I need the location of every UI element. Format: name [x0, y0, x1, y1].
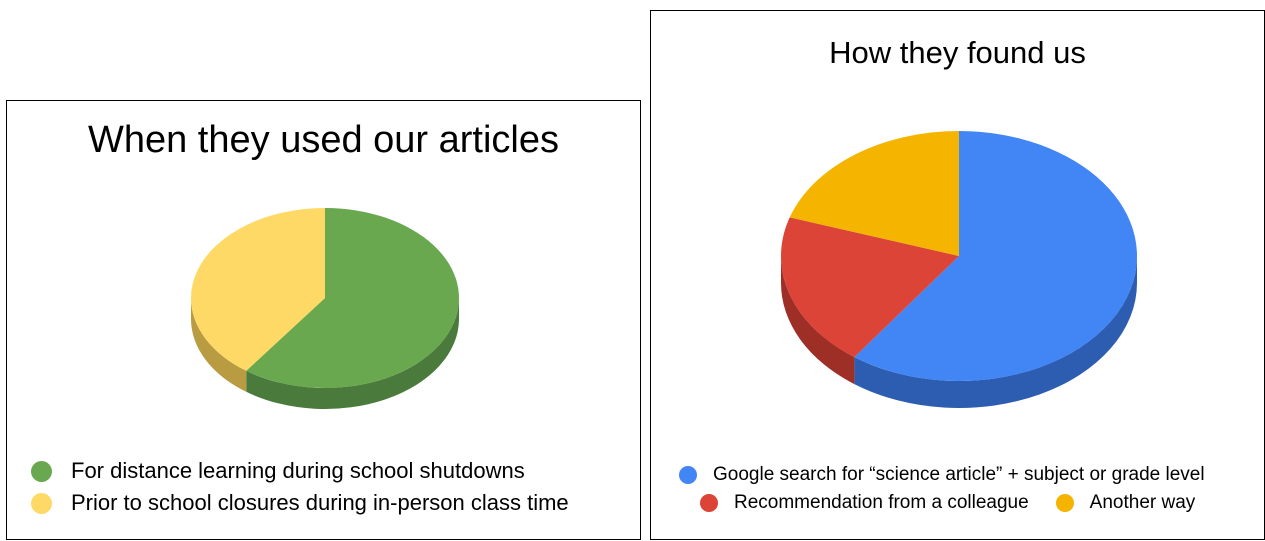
legend-item-another-way: Another way	[1055, 492, 1196, 514]
pie-slice-2	[789, 131, 959, 256]
pie-slice-1	[781, 217, 959, 358]
legend-swatch-distance-learning	[31, 460, 52, 482]
legend-label: Google search for “science article” + su…	[713, 464, 1205, 485]
pie-slice-side-0	[854, 256, 1137, 409]
legend-label: Prior to school closures during in-perso…	[71, 490, 569, 515]
legend-label: Recommendation from a colleague	[734, 492, 1029, 513]
legend-item-google-search: Google search for “science article” + su…	[679, 464, 1205, 486]
pie-slice-side-1	[191, 298, 247, 392]
legend-swatch-colleague	[700, 494, 718, 512]
legend-swatch-prior-to-closures	[31, 492, 52, 514]
legend-label: For distance learning during school shut…	[71, 458, 525, 483]
chart-panel-usage: When they used our articles For distance…	[6, 100, 641, 540]
pie-slice-1	[190, 208, 325, 371]
pie-chart-discovery	[781, 131, 1137, 409]
pie-chart-usage	[190, 208, 459, 409]
pie-slice-side-1	[781, 256, 855, 385]
pie-slice-side-0	[246, 298, 459, 409]
legend-swatch-google-search	[679, 466, 697, 484]
pie-slice-0	[854, 131, 1137, 381]
legend-item-prior-to-closures: Prior to school closures during in-perso…	[31, 490, 569, 516]
legend-swatch-another-way	[1055, 494, 1074, 512]
legend-row-secondary: Recommendation from a colleague Another …	[700, 492, 1195, 514]
legend-item-distance-learning: For distance learning during school shut…	[31, 458, 525, 484]
pie-slice-0	[246, 208, 459, 388]
chart-title: How they found us	[829, 35, 1086, 70]
legend-item-colleague: Recommendation from a colleague	[700, 492, 1029, 514]
legend-label: Another way	[1089, 492, 1196, 513]
chart-title: When they used our articles	[87, 119, 559, 161]
chart-panel-discovery: How they found us Google search for “sci…	[650, 10, 1265, 540]
